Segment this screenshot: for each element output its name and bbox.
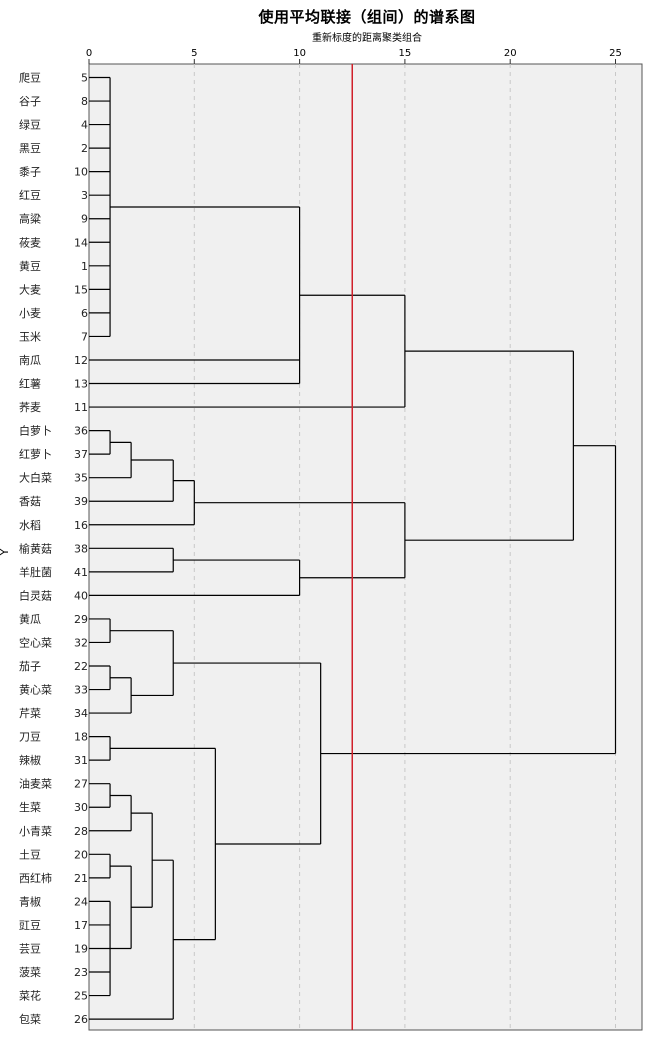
leaf-label: 大麦 xyxy=(19,282,41,296)
leaf-id: 13 xyxy=(74,378,88,391)
chart-title: 使用平均联接（组间）的谱系图 xyxy=(258,8,476,26)
leaf-label: 绿豆 xyxy=(19,118,41,132)
leaf-label: 白灵菇 xyxy=(19,588,52,602)
leaf-id: 9 xyxy=(81,213,88,226)
x-tick-label: 25 xyxy=(609,48,622,59)
leaf-id: 35 xyxy=(74,472,88,485)
leaf-label: 土豆 xyxy=(19,848,41,861)
leaf-id: 3 xyxy=(81,189,88,202)
leaf-id: 10 xyxy=(74,166,88,179)
leaf-label: 红豆 xyxy=(19,189,41,202)
leaf-id: 18 xyxy=(74,731,88,744)
leaf-label: 辣椒 xyxy=(19,753,41,767)
leaf-id: 16 xyxy=(74,519,88,532)
leaf-label: 生菜 xyxy=(19,800,41,814)
leaf-label: 谷子 xyxy=(19,95,41,108)
leaf-label: 小麦 xyxy=(19,307,41,320)
leaf-label: 玉米 xyxy=(19,330,41,343)
leaf-label: 芸豆 xyxy=(19,942,41,955)
leaf-label: 包菜 xyxy=(19,1013,41,1026)
leaf-id: 15 xyxy=(74,283,88,296)
chart-subtitle: 重新标度的距离聚类组合 xyxy=(312,33,422,44)
leaf-id: 37 xyxy=(74,448,88,461)
leaf-id: 32 xyxy=(74,636,88,649)
leaf-id: 23 xyxy=(74,966,88,979)
leaf-label: 红薯 xyxy=(19,378,41,391)
leaf-label: 菜花 xyxy=(19,990,41,1003)
leaf-label: 香菇 xyxy=(19,494,41,508)
leaf-label: 青椒 xyxy=(19,894,41,908)
leaf-label: 小青菜 xyxy=(19,825,52,838)
leaf-id: 17 xyxy=(74,919,88,932)
leaf-label: 黄豆 xyxy=(19,259,41,273)
y-axis-label: Y xyxy=(0,548,11,556)
plot-area xyxy=(88,63,643,1031)
leaf-id: 26 xyxy=(74,1013,88,1026)
leaf-label: 茄子 xyxy=(19,659,41,673)
leaf-id: 1 xyxy=(81,260,88,273)
leaf-label: 莜麦 xyxy=(19,236,41,249)
leaf-label: 爬豆 xyxy=(19,72,41,85)
leaf-id: 29 xyxy=(74,613,88,626)
leaf-id: 14 xyxy=(74,236,88,249)
x-tick-label: 0 xyxy=(86,48,92,59)
leaf-label: 榆黄菇 xyxy=(19,541,52,555)
leaf-label: 黄瓜 xyxy=(19,612,41,626)
leaf-label: 西红柿 xyxy=(19,871,52,885)
leaf-id: 12 xyxy=(74,354,88,367)
leaf-id: 19 xyxy=(74,942,88,955)
x-tick-label: 10 xyxy=(293,48,306,59)
leaf-id: 2 xyxy=(81,142,88,155)
leaf-label: 黑豆 xyxy=(19,142,41,155)
leaf-id: 39 xyxy=(74,495,88,508)
leaf-label: 水稻 xyxy=(19,519,41,532)
leaf-id: 6 xyxy=(81,307,88,320)
leaf-id: 28 xyxy=(74,825,88,838)
leaf-label: 羊肚菌 xyxy=(19,565,52,579)
leaf-id: 31 xyxy=(74,754,88,767)
leaf-id: 36 xyxy=(74,425,88,438)
leaf-label: 黄心菜 xyxy=(19,683,52,697)
leaf-label: 南瓜 xyxy=(19,354,41,367)
leaf-label: 菠菜 xyxy=(19,966,41,979)
leaf-id: 22 xyxy=(74,660,88,673)
leaf-id: 8 xyxy=(81,95,88,108)
x-tick-label: 5 xyxy=(191,48,197,59)
leaf-label: 荞麦 xyxy=(19,401,41,414)
leaf-label: 大白菜 xyxy=(19,471,52,485)
leaf-label: 空心菜 xyxy=(19,635,52,649)
leaf-id: 41 xyxy=(74,566,88,579)
leaf-label: 油麦菜 xyxy=(19,777,52,791)
leaf-id: 21 xyxy=(74,872,88,885)
leaf-label: 红萝卜 xyxy=(19,448,52,461)
leaf-id: 7 xyxy=(81,330,88,343)
leaf-id: 27 xyxy=(74,778,88,791)
leaf-label: 豇豆 xyxy=(19,919,41,932)
leaf-id: 11 xyxy=(74,401,88,414)
leaf-label: 刀豆 xyxy=(19,731,41,744)
leaf-id: 30 xyxy=(74,801,88,814)
x-tick-label: 20 xyxy=(504,48,517,59)
x-tick-label: 15 xyxy=(399,48,412,59)
leaf-id: 24 xyxy=(74,895,88,908)
leaf-id: 4 xyxy=(81,119,88,132)
leaf-label: 高粱 xyxy=(19,212,41,226)
leaf-label: 芹菜 xyxy=(19,707,41,720)
leaf-id: 25 xyxy=(74,990,88,1003)
leaf-id: 33 xyxy=(74,684,88,697)
leaf-id: 20 xyxy=(74,848,88,861)
leaf-label: 黍子 xyxy=(19,166,41,179)
leaf-id: 5 xyxy=(81,72,88,85)
leaf-id: 38 xyxy=(74,542,88,555)
leaf-id: 40 xyxy=(74,589,88,602)
leaf-id: 34 xyxy=(74,707,88,720)
leaf-label: 白萝卜 xyxy=(19,424,52,438)
